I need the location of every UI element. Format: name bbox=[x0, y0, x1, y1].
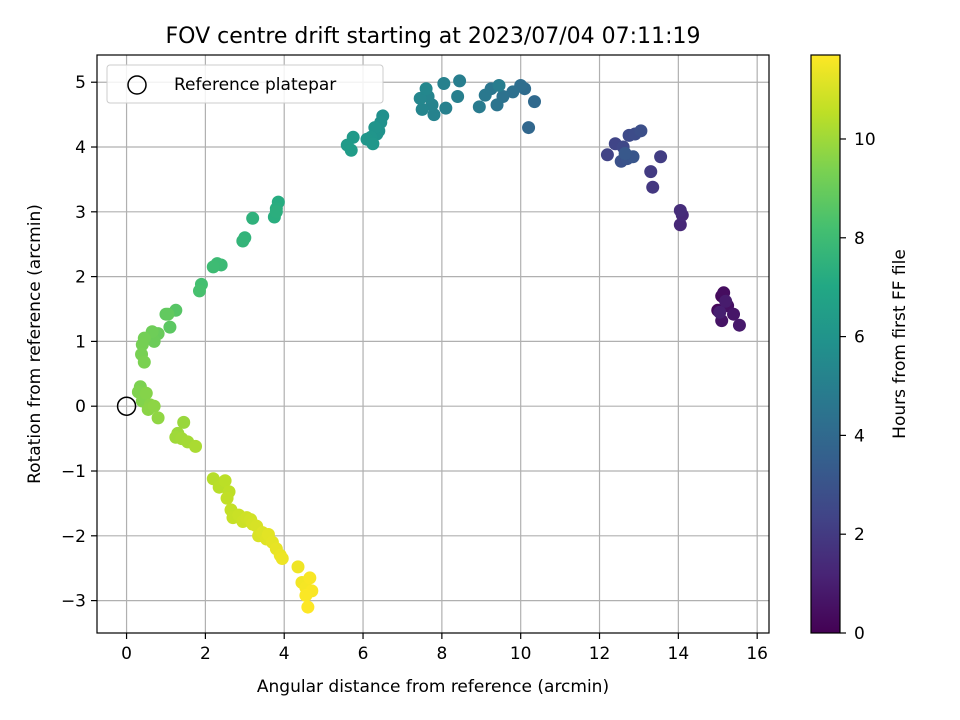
data-point bbox=[506, 85, 520, 99]
x-tick-label: 8 bbox=[436, 644, 447, 664]
data-point bbox=[427, 108, 441, 122]
y-axis-label: Rotation from reference (arcmin) bbox=[25, 204, 45, 484]
y-tick-label: 2 bbox=[75, 268, 86, 288]
colorbar-label: Hours from first FF file bbox=[890, 249, 910, 439]
data-point bbox=[451, 89, 465, 103]
x-tick-label: 2 bbox=[200, 644, 211, 664]
data-point bbox=[600, 148, 614, 162]
data-point bbox=[206, 260, 220, 274]
data-point bbox=[366, 137, 380, 151]
data-point bbox=[673, 204, 687, 218]
colorbar-ticks: 0 2 4 6 8 10 bbox=[840, 130, 876, 644]
data-point bbox=[137, 355, 151, 369]
data-point bbox=[673, 218, 687, 232]
colorbar-tick-label: 8 bbox=[854, 229, 865, 249]
data-point bbox=[727, 307, 741, 321]
data-point bbox=[522, 121, 536, 135]
data-point bbox=[490, 98, 504, 112]
data-point bbox=[439, 101, 453, 115]
chart-title: FOV centre drift starting at 2023/07/04 … bbox=[166, 24, 701, 49]
data-point bbox=[415, 102, 429, 116]
data-point bbox=[147, 334, 161, 348]
legend-box bbox=[106, 64, 384, 104]
data-point bbox=[291, 560, 305, 574]
data-point bbox=[303, 571, 317, 585]
data-point bbox=[163, 320, 177, 334]
data-point bbox=[453, 74, 467, 88]
y-tick-label: 3 bbox=[75, 203, 86, 223]
x-tick-label: 12 bbox=[589, 644, 611, 664]
data-point bbox=[246, 211, 260, 225]
legend: Reference platepar bbox=[106, 64, 384, 104]
data-point bbox=[646, 180, 660, 194]
data-point bbox=[492, 78, 506, 92]
reference-platepar-marker bbox=[116, 396, 137, 416]
plot-frame bbox=[96, 54, 770, 634]
data-point bbox=[189, 439, 203, 453]
data-point bbox=[719, 294, 733, 308]
data-point bbox=[299, 588, 313, 602]
legend-marker-icon bbox=[127, 75, 147, 95]
x-tick-label: 0 bbox=[121, 644, 132, 664]
data-point bbox=[218, 474, 232, 488]
y-tick-label: −3 bbox=[61, 592, 86, 612]
colorbar-tick-label: 0 bbox=[854, 624, 865, 644]
x-tick-label: 6 bbox=[358, 644, 369, 664]
data-point bbox=[135, 338, 149, 352]
data-point bbox=[269, 205, 283, 219]
x-tick-label: 14 bbox=[668, 644, 690, 664]
data-points bbox=[131, 74, 746, 614]
data-point bbox=[654, 150, 668, 164]
colorbar-tick-label: 10 bbox=[854, 130, 876, 150]
y-tick-label: 5 bbox=[75, 73, 86, 93]
data-point bbox=[527, 95, 541, 109]
x-axis-label: Angular distance from reference (arcmin) bbox=[257, 677, 609, 697]
data-point bbox=[472, 100, 486, 114]
data-point bbox=[161, 307, 175, 321]
data-point bbox=[368, 121, 382, 135]
data-point bbox=[151, 411, 165, 425]
data-point bbox=[419, 82, 433, 96]
data-point bbox=[177, 415, 191, 429]
data-point bbox=[437, 77, 451, 91]
data-point bbox=[413, 91, 427, 105]
x-tick-label: 10 bbox=[510, 644, 532, 664]
data-point bbox=[301, 600, 315, 614]
data-point bbox=[644, 165, 658, 179]
data-point bbox=[147, 399, 161, 413]
data-point bbox=[732, 318, 746, 332]
data-point bbox=[192, 284, 206, 298]
data-point bbox=[618, 146, 632, 160]
data-point bbox=[139, 386, 153, 400]
y-tick-label: −2 bbox=[61, 527, 86, 547]
data-point bbox=[220, 491, 234, 505]
x-tick-label: 16 bbox=[746, 644, 768, 664]
legend-entry-reference: Reference platepar bbox=[174, 75, 336, 95]
colorbar-tick-label: 4 bbox=[854, 426, 865, 446]
colorbar-tick-label: 2 bbox=[854, 525, 865, 545]
data-point bbox=[713, 305, 727, 319]
grid-lines bbox=[97, 55, 769, 633]
colorbar-tick-label: 6 bbox=[854, 328, 865, 348]
y-tick-label: −1 bbox=[61, 462, 86, 482]
data-point bbox=[634, 124, 648, 138]
y-tick-label: 4 bbox=[75, 138, 86, 158]
x-tick-label: 4 bbox=[279, 644, 290, 664]
data-point bbox=[478, 88, 492, 102]
y-tick-label: 1 bbox=[75, 332, 86, 352]
data-point bbox=[275, 551, 289, 565]
colorbar bbox=[810, 54, 841, 634]
y-tick-label: 0 bbox=[75, 397, 86, 417]
data-point bbox=[236, 234, 250, 248]
data-point bbox=[344, 143, 358, 157]
